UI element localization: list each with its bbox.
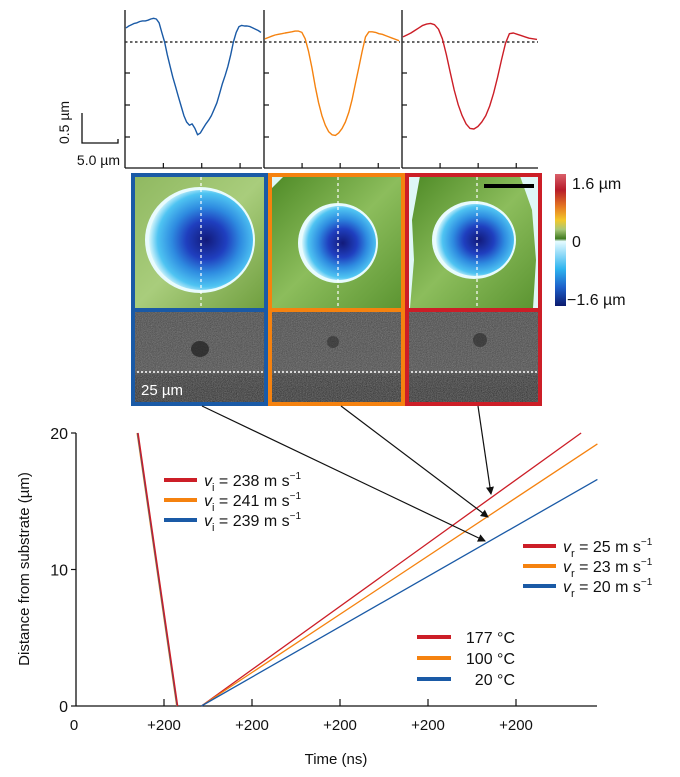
image-panel-100c: [268, 173, 405, 406]
crater-height-map: [436, 204, 514, 276]
image-panel-177c: [405, 173, 542, 406]
rebound-line-20c: [201, 478, 598, 707]
legend-impact-velocity: vi = 238 m s−1vi = 241 m s−1vi = 239 m s…: [164, 471, 301, 534]
legend-entry: 177 °C: [466, 630, 515, 647]
legend-entry: vr = 20 m s−1: [563, 577, 653, 600]
legend-entry: vr = 23 m s−1: [563, 557, 653, 580]
arrow-20c: [201, 405, 486, 542]
colorbar-zero-label: 0: [572, 234, 581, 251]
x-axis-label: Time (ns): [305, 751, 368, 768]
x-tick-label: +200: [411, 717, 445, 734]
impact-line-177c: [137, 432, 179, 707]
profile-panel-177C: [401, 10, 538, 169]
x-tick-label: +200: [499, 717, 533, 734]
sem-image: [270, 311, 403, 404]
legends: vi = 238 m s−1vi = 241 m s−1vi = 239 m s…: [164, 471, 653, 689]
profile-curve: [125, 17, 262, 136]
frame-20c: [131, 173, 268, 406]
x-tick-label: +200: [323, 717, 357, 734]
legend-entry: vi = 239 m s−1: [204, 511, 301, 534]
profile-panel-20C: [124, 10, 262, 169]
y-tick-label: 10: [50, 563, 68, 580]
main-chart: 0 10 20 0 +200 +200 +200 +200 +200 vi = 238 m s−…: [16, 405, 653, 768]
frame-100c: [268, 173, 405, 406]
scale-bar: [484, 184, 534, 188]
sem-image: [407, 311, 540, 404]
legend-entry: vi = 241 m s−1: [204, 491, 301, 514]
y-axis-label: Distance from substrate (µm): [16, 472, 33, 666]
scale-bar-lines: [81, 113, 119, 144]
sem-crater-spot: [191, 341, 209, 357]
colorbar-gradient: [555, 174, 566, 306]
sem-image: [133, 311, 266, 404]
legend-entry: vi = 238 m s−1: [204, 471, 301, 494]
scale-bar-horizontal-label: 5.0 µm: [77, 152, 120, 168]
colorbar-max-label: 1.6 µm: [572, 176, 621, 193]
image-scale-label: 25 µm: [141, 382, 183, 399]
axes: 0 10 20 0 +200 +200 +200 +200 +200: [50, 426, 597, 734]
profile-panel-100C: [263, 10, 400, 169]
x-tick-label: +200: [147, 717, 181, 734]
colorbar-min-label: −1.6 µm: [567, 292, 626, 309]
profile-curve: [264, 30, 400, 137]
annotation-arrows: [201, 405, 494, 542]
rebound-line-100c: [201, 443, 598, 707]
rebound-line-177c: [201, 432, 582, 707]
profile-curve: [402, 22, 538, 130]
profile-scale-bar: 0.5 µm 5.0 µm: [56, 101, 120, 168]
legend-entry: vr = 25 m s−1: [563, 537, 653, 560]
y-tick-label: 0: [59, 699, 68, 716]
legend-entry: 100 °C: [466, 651, 515, 668]
image-panel-20c: 25 µm: [131, 173, 268, 406]
profile-panels: [124, 10, 538, 169]
sem-crater-spot: [327, 336, 339, 348]
arrow-100c: [340, 405, 489, 518]
x-tick-label: 0: [70, 717, 78, 734]
sem-crater-spot: [473, 333, 487, 347]
arrow-177c: [477, 405, 494, 495]
corner-highlight: [270, 175, 285, 190]
series-lines: [136, 432, 598, 707]
colorbar: 1.6 µm 0 −1.6 µm: [555, 174, 626, 309]
legend-entry: 20 °C: [475, 672, 515, 689]
scale-bar-vertical-label: 0.5 µm: [56, 101, 72, 144]
crater-height-map: [302, 206, 376, 280]
legend-temperature: 177 °C 100 °C 20 °C: [417, 630, 515, 689]
x-tick-label: +200: [235, 717, 269, 734]
image-panels: 25 µm: [131, 173, 542, 406]
frame-177c: [405, 173, 542, 406]
legend-rebound-velocity: vr = 25 m s−1vr = 23 m s−1vr = 20 m s−1: [523, 537, 653, 600]
y-tick-label: 20: [50, 426, 68, 443]
